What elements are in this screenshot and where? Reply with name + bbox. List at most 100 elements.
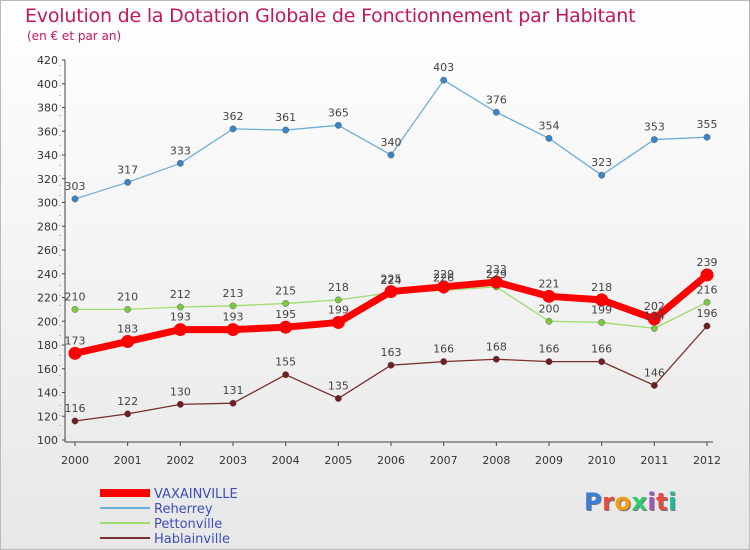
data-label: 146	[644, 366, 665, 379]
data-label: 224	[381, 274, 402, 287]
x-tick-label: 2006	[377, 454, 405, 467]
data-point	[229, 125, 237, 133]
y-tick-label: 240	[37, 268, 58, 281]
data-point	[226, 323, 240, 337]
chart-title: Evolution de la Dotation Globale de Fonc…	[25, 5, 636, 27]
data-point	[598, 358, 606, 366]
y-tick-label: 220	[37, 292, 58, 305]
data-point	[176, 400, 184, 408]
data-label: 226	[433, 271, 454, 284]
data-label: 166	[539, 343, 560, 356]
y-tick-label: 300	[37, 197, 58, 210]
data-label: 317	[117, 163, 138, 176]
data-point	[124, 305, 132, 313]
data-label: 376	[486, 93, 507, 106]
data-label: 195	[275, 308, 296, 321]
data-label: 130	[170, 385, 191, 398]
x-tick-label: 2008	[482, 454, 510, 467]
data-point	[647, 312, 661, 326]
data-label: 131	[223, 384, 244, 397]
x-tick-label: 2010	[588, 454, 616, 467]
data-point	[71, 195, 79, 203]
data-label: 239	[697, 256, 718, 269]
data-point	[489, 275, 503, 289]
data-point	[492, 108, 500, 116]
legend-label: Reherrey	[154, 502, 213, 517]
data-point	[282, 126, 290, 134]
data-point	[545, 317, 553, 325]
legend-label: Pettonville	[154, 517, 222, 532]
data-point	[650, 324, 658, 332]
x-tick-label: 2009	[535, 454, 563, 467]
data-point	[282, 300, 290, 307]
data-label: 199	[591, 303, 612, 316]
x-tick-label: 2001	[114, 454, 142, 467]
data-label: 166	[591, 343, 612, 356]
data-point	[595, 293, 609, 307]
data-label: 173	[65, 334, 86, 347]
y-tick-label: 380	[37, 102, 58, 115]
x-tick-label: 2005	[324, 454, 352, 467]
data-label: 135	[328, 379, 349, 392]
y-tick-label: 180	[37, 339, 58, 352]
data-label: 193	[223, 311, 244, 324]
data-label: 200	[539, 302, 560, 315]
y-tick-label: 320	[37, 173, 58, 186]
data-point	[700, 268, 714, 282]
data-point	[334, 296, 342, 304]
y-tick-label: 280	[37, 220, 58, 233]
data-point	[71, 417, 79, 425]
data-point	[492, 355, 500, 363]
data-label: 233	[486, 263, 507, 276]
y-tick-label: 400	[37, 78, 58, 91]
data-point	[173, 323, 187, 337]
x-tick-label: 2012	[693, 454, 721, 467]
legend-label: VAXAINVILLE	[154, 487, 238, 502]
data-label: 353	[644, 121, 665, 134]
data-label: 218	[591, 281, 612, 294]
data-label: 199	[328, 303, 349, 316]
data-label: 229	[486, 268, 507, 281]
data-label: 116	[65, 402, 86, 415]
data-label: 362	[223, 110, 244, 123]
data-point	[334, 121, 342, 129]
data-label: 210	[117, 290, 138, 303]
y-tick-label: 200	[37, 315, 58, 328]
data-label: 354	[539, 119, 560, 132]
chart-subtitle: (en € et par an)	[27, 29, 122, 43]
data-point	[598, 171, 606, 179]
data-point	[703, 322, 711, 330]
data-point	[121, 334, 135, 348]
data-point	[282, 371, 290, 379]
y-tick-label: 160	[37, 363, 58, 376]
data-label: 213	[223, 287, 244, 300]
data-label: 215	[275, 284, 296, 297]
data-label: 355	[697, 118, 718, 131]
data-label: 196	[697, 307, 718, 320]
y-tick-label: 260	[37, 244, 58, 257]
data-label: 333	[170, 144, 191, 157]
data-point	[176, 159, 184, 167]
data-point	[124, 178, 132, 186]
data-point	[542, 289, 556, 303]
data-point	[331, 315, 345, 329]
data-point	[437, 280, 451, 294]
data-point	[384, 285, 398, 299]
y-tick-label: 120	[37, 410, 58, 423]
x-tick-label: 2002	[166, 454, 194, 467]
data-point	[650, 136, 658, 143]
data-point	[650, 381, 658, 389]
x-tick-label: 2007	[430, 454, 458, 467]
data-label: 183	[117, 322, 138, 335]
data-label: 168	[486, 340, 507, 353]
y-tick-label: 140	[37, 387, 58, 400]
data-label: 365	[328, 106, 349, 119]
data-point	[229, 399, 237, 407]
data-point	[68, 346, 82, 360]
data-label: 361	[275, 111, 296, 124]
data-point	[703, 298, 711, 306]
data-label: 216	[697, 283, 718, 296]
data-point	[545, 134, 553, 142]
